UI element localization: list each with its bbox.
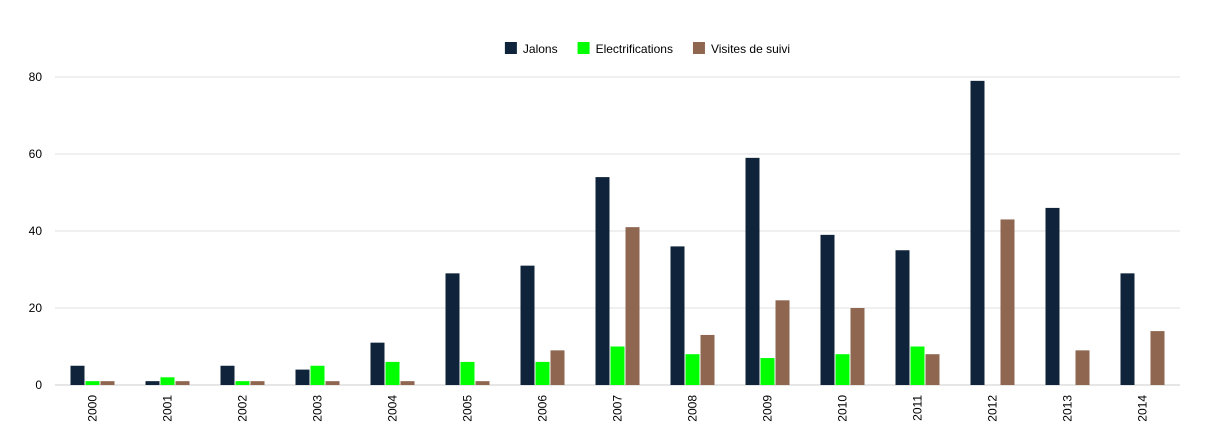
bar-jalons-2013	[1045, 207, 1060, 385]
bar-electrifications-2007	[610, 346, 625, 385]
x-tick-label-2014: 2014	[1136, 395, 1150, 422]
bar-electrifications-2008	[685, 354, 700, 385]
bar-visites-de-suivi-2006	[550, 350, 565, 385]
bar-electrifications-2002	[235, 381, 250, 385]
x-tick-label-2004: 2004	[386, 395, 400, 422]
legend: Jalons Electrifications Visites de suivi	[504, 42, 790, 56]
bar-visites-de-suivi-2010	[850, 308, 865, 385]
bar-jalons-2011	[895, 250, 910, 385]
x-tick-label-2000: 2000	[86, 395, 100, 422]
legend-label-jalons: Jalons	[523, 42, 558, 56]
legend-label-visites-de-suivi: Visites de suivi	[711, 42, 790, 56]
bar-jalons-2003	[295, 369, 310, 385]
bar-electrifications-2010	[835, 354, 850, 385]
y-tick-label-80: 80	[29, 70, 43, 84]
x-tick-label-2010: 2010	[836, 395, 850, 422]
x-tick-label-2012: 2012	[986, 395, 1000, 422]
bar-jalons-2005	[445, 273, 460, 385]
legend-swatch-jalons	[504, 42, 517, 54]
legend-label-electrifications: Electrifications	[596, 42, 673, 56]
bar-visites-de-suivi-2014	[1150, 331, 1165, 385]
bar-visites-de-suivi-2001	[175, 381, 190, 385]
bar-jalons-2002	[220, 365, 235, 385]
y-tick-label-40: 40	[29, 224, 43, 238]
bar-electrifications-2001	[160, 377, 175, 385]
y-tick-label-60: 60	[29, 147, 43, 161]
axis-layer: 0 20 40 60 80 2000 2001 2002 2003 2004 2005 2006 200…	[29, 70, 1150, 422]
x-tick-label-2008: 2008	[686, 395, 700, 422]
bar-visites-de-suivi-2008	[700, 334, 715, 385]
x-tick-label-2005: 2005	[461, 395, 475, 422]
bar-electrifications-2009	[760, 358, 775, 385]
bar-jalons-2009	[745, 157, 760, 385]
bar-visites-de-suivi-2000	[100, 381, 115, 385]
bar-electrifications-2006	[535, 361, 550, 385]
bar-jalons-2012	[970, 80, 985, 385]
bar-visites-de-suivi-2011	[925, 354, 940, 385]
bar-jalons-2008	[670, 246, 685, 385]
bar-electrifications-2011	[910, 346, 925, 385]
bar-visites-de-suivi-2002	[250, 381, 265, 385]
bar-jalons-2014	[1120, 273, 1135, 385]
bar-electrifications-2000	[85, 381, 100, 385]
bar-jalons-2010	[820, 234, 835, 385]
bar-jalons-2007	[595, 177, 610, 385]
bar-visites-de-suivi-2009	[775, 300, 790, 385]
bar-jalons-2000	[70, 365, 85, 385]
y-tick-label-20: 20	[29, 301, 43, 315]
x-tick-label-2003: 2003	[311, 395, 325, 422]
bar-visites-de-suivi-2004	[400, 381, 415, 385]
bar-jalons-2004	[370, 342, 385, 385]
bar-visites-de-suivi-2007	[625, 227, 640, 385]
x-tick-label-2001: 2001	[161, 395, 175, 422]
bar-visites-de-suivi-2013	[1075, 350, 1090, 385]
x-tick-label-2013: 2013	[1061, 395, 1075, 422]
bar-visites-de-suivi-2012	[1000, 219, 1015, 385]
y-tick-label-0: 0	[35, 378, 42, 392]
bar-jalons-2001	[145, 381, 160, 385]
legend-swatch-visites-de-suivi	[692, 42, 705, 54]
grid-layer	[55, 76, 1180, 386]
bar-electrifications-2005	[460, 361, 475, 385]
bar-electrifications-2003	[310, 365, 325, 385]
bars-layer	[70, 80, 1165, 385]
bar-visites-de-suivi-2005	[475, 381, 490, 385]
x-tick-label-2011: 2011	[911, 395, 925, 421]
x-tick-label-2006: 2006	[536, 395, 550, 422]
bar-visites-de-suivi-2003	[325, 381, 340, 385]
x-tick-label-2007: 2007	[611, 395, 625, 422]
x-tick-label-2002: 2002	[236, 395, 250, 422]
x-tick-label-2009: 2009	[761, 395, 775, 422]
legend-swatch-electrifications	[577, 42, 590, 54]
bar-jalons-2006	[520, 265, 535, 385]
bar-electrifications-2004	[385, 361, 400, 385]
